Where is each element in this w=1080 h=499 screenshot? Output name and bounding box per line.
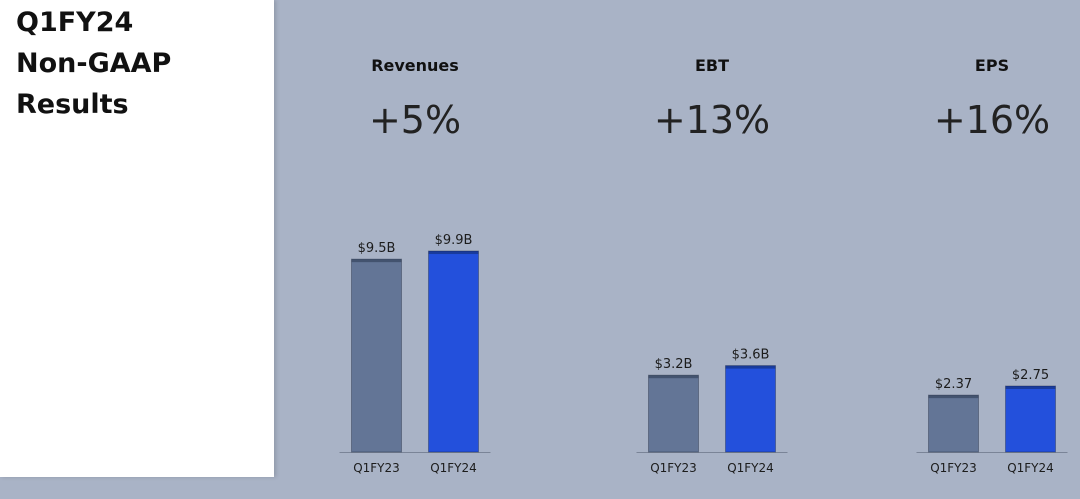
bar-top-edge (428, 251, 479, 255)
metric-change: +16% (934, 98, 1050, 142)
category-label: Q1FY24 (727, 461, 774, 475)
bar (928, 394, 979, 453)
slide-title-line: Non-GAAP (16, 48, 172, 79)
slide-title-line: Results (16, 89, 129, 120)
metric-change: +5% (369, 98, 461, 142)
bar (351, 258, 402, 453)
value-label: $9.5B (358, 241, 396, 256)
bar-top-edge (928, 395, 979, 399)
bar (725, 365, 776, 453)
bar (428, 250, 479, 453)
value-label: $2.37 (935, 377, 972, 392)
bar-top-edge (648, 375, 699, 379)
category-label: Q1FY24 (430, 461, 477, 475)
metric-title: EBT (695, 56, 729, 75)
bar-top-edge (1005, 386, 1056, 389)
slide-title: Q1FY24 Non-GAAP Results (16, 2, 266, 125)
metric-title: EPS (975, 56, 1009, 75)
value-label: $2.75 (1012, 368, 1049, 383)
bar-top-edge (725, 365, 776, 369)
category-label: Q1FY23 (353, 461, 400, 475)
bar (648, 374, 699, 453)
slide-title-line: Q1FY24 (16, 7, 134, 38)
metric-change: +13% (654, 98, 770, 142)
title-panel: Q1FY24 Non-GAAP Results (0, 0, 274, 477)
bar (1005, 385, 1056, 453)
bar-top-edge (351, 259, 402, 263)
value-label: $3.6B (732, 348, 770, 363)
value-label: $3.2B (655, 357, 693, 372)
category-label: Q1FY23 (930, 461, 977, 475)
metric-title: Revenues (371, 56, 459, 75)
category-label: Q1FY24 (1007, 461, 1054, 475)
category-label: Q1FY23 (650, 461, 697, 475)
value-label: $9.9B (435, 233, 473, 248)
